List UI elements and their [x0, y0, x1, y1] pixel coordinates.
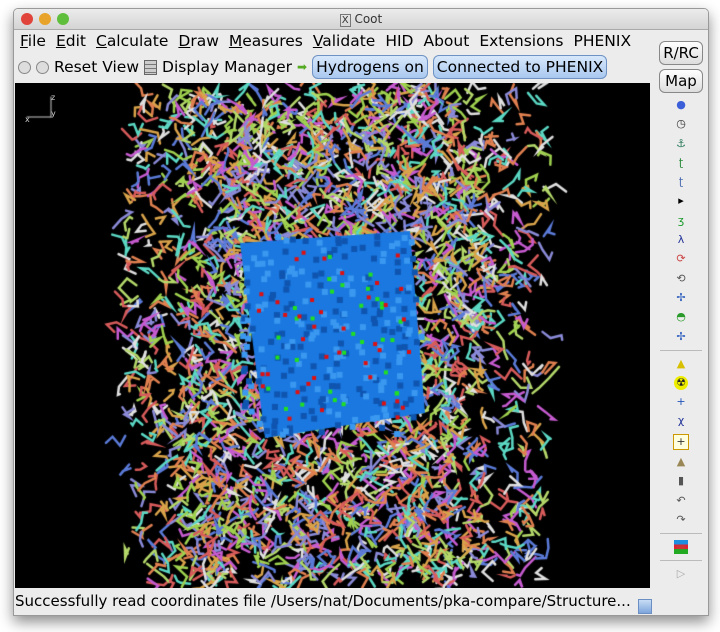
window-title: Coot [354, 12, 383, 26]
menu-item[interactable]: File [20, 32, 46, 50]
side-toolbar: R/RC Map ● ◷ ⚓ ʈ ʈ ▸ ʒ λ ⟳ ⟲ ✢ ◓ ✢ ▲ ☢ + χ + ▲ ▮ ↶ ↷ ▬ ▷ [654, 41, 708, 615]
status-bar: Successfully read coordinates file /User… [15, 589, 652, 614]
rotate-translate-zone-icon[interactable]: ʈ [678, 155, 684, 169]
auto-fit-rotamer-icon[interactable]: ⟲ [676, 271, 686, 285]
menu-item[interactable]: Extensions [479, 32, 564, 50]
progress-indicator [638, 599, 652, 614]
hydrogens-toggle[interactable]: Hydrogens on [312, 55, 428, 79]
menu-bar: File Edit Calculate Draw Measures Validate HID… [20, 30, 631, 52]
molecule-viewport[interactable]: z y x [15, 83, 650, 588]
rotamer-icon[interactable]: ⟳ [676, 252, 686, 266]
axis-y-label: y [51, 109, 56, 118]
menu-item[interactable]: HID [385, 32, 414, 50]
clock-icon[interactable]: ◷ [676, 117, 686, 131]
separator [660, 532, 702, 534]
status-message: Successfully read coordinates file /User… [15, 592, 631, 610]
arrow-icon[interactable]: ▸ [678, 194, 684, 208]
torsion-icon[interactable]: ✢ [676, 290, 686, 304]
phenix-connection-button[interactable]: Connected to PHENIX [432, 55, 608, 79]
rigid-body-icon[interactable]: ʈ [678, 175, 684, 189]
display-manager-button[interactable]: Display Manager [162, 58, 293, 76]
menu-item[interactable]: Validate [312, 32, 376, 50]
separator [660, 559, 702, 561]
radioactive-icon[interactable]: ☢ [674, 375, 688, 390]
rrc-button[interactable]: R/RC [659, 41, 703, 65]
anchor-icon[interactable]: ⚓ [676, 136, 686, 150]
pepflip-icon[interactable]: ✢ [676, 329, 686, 343]
add-atom-icon[interactable]: + [676, 395, 686, 409]
map-button[interactable]: Map [659, 69, 703, 93]
menu-item[interactable]: About [423, 32, 470, 50]
insert-icon[interactable]: + [673, 433, 689, 450]
connect-icon: ➡ [297, 60, 308, 74]
play-icon[interactable]: ▷ [676, 566, 686, 580]
stop-icon[interactable] [36, 60, 49, 74]
separator [660, 349, 702, 351]
menu-item[interactable]: Measures [228, 32, 303, 50]
menu-item[interactable]: Edit [55, 32, 86, 50]
add-water-icon[interactable]: ▲ [676, 356, 686, 370]
prev-icon[interactable] [18, 60, 31, 74]
toolbar: Reset View Display Manager ➡ Hydrogens o… [18, 55, 608, 79]
side-chain-180-icon[interactable]: ◓ [676, 310, 686, 324]
reset-view-button[interactable]: Reset View [54, 58, 140, 76]
axis-x-label: x [25, 115, 30, 124]
flag-icon[interactable]: ▬ [674, 539, 688, 554]
redo-icon[interactable]: ↷ [676, 512, 686, 526]
stamp-icon[interactable]: ▲ [676, 455, 686, 469]
menu-item[interactable]: PHENIX [573, 32, 632, 50]
molecule-render [15, 83, 650, 588]
coot-window: X Coot File Edit Calculate Draw Measures Vali… [13, 8, 709, 616]
display-manager-icon [144, 59, 158, 75]
side-chain-icon[interactable]: λ [677, 233, 685, 247]
title-bar: X Coot [14, 9, 708, 30]
add-alt-conf-icon[interactable]: χ [677, 414, 685, 428]
axis-z-label: z [51, 93, 56, 102]
close-button[interactable] [21, 13, 33, 25]
zoom-button[interactable] [57, 13, 69, 25]
undo-icon[interactable]: ↶ [676, 493, 686, 507]
x11-icon: X [339, 14, 351, 27]
minimize-button[interactable] [39, 13, 51, 25]
trash-icon[interactable]: ▮ [677, 474, 685, 488]
menu-item[interactable]: Calculate [95, 32, 169, 50]
menu-item[interactable]: Draw [178, 32, 219, 50]
sphere-refine-icon[interactable]: ● [676, 98, 686, 111]
flip-peptide-icon[interactable]: ʒ [677, 213, 685, 227]
